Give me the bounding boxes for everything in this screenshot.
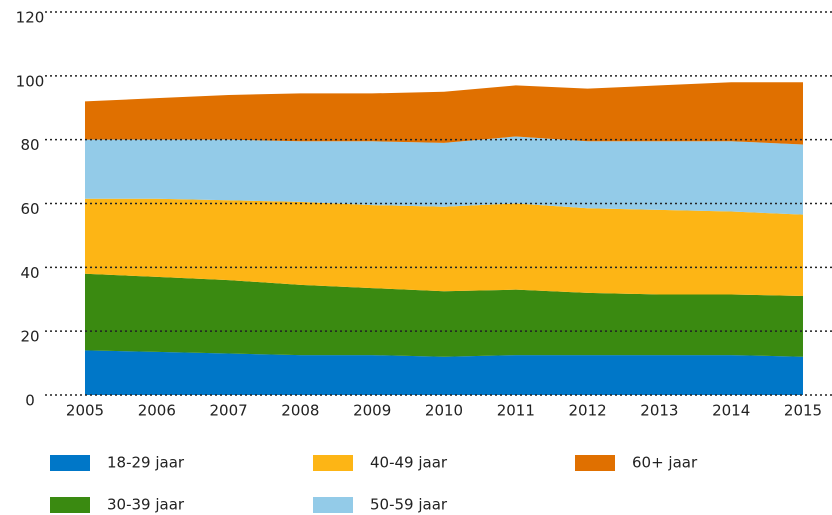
legend-swatch [313, 497, 353, 513]
y-tick-label: 60 [20, 200, 39, 218]
area [85, 136, 803, 215]
legend-label: 30-39 jaar [107, 496, 185, 514]
legend-label: 50-59 jaar [370, 496, 448, 514]
legend-swatch [50, 497, 90, 513]
y-tick-label: 40 [20, 264, 39, 282]
x-tick-label: 2015 [784, 402, 822, 420]
area [85, 273, 803, 357]
x-tick-label: 2008 [281, 402, 319, 420]
area [85, 198, 803, 297]
y-tick-label: 20 [20, 328, 39, 346]
x-tick-label: 2012 [569, 402, 607, 420]
y-tick-label: 100 [16, 72, 45, 90]
legend-label: 60+ jaar [632, 454, 698, 472]
y-tick-label: 0 [25, 392, 35, 410]
area [85, 350, 803, 395]
x-tick-label: 2011 [497, 402, 535, 420]
area [85, 82, 803, 145]
x-tick-label: 2014 [712, 402, 750, 420]
legend-swatch [50, 455, 90, 471]
legend-label: 40-49 jaar [370, 454, 448, 472]
x-tick-label: 2006 [138, 402, 176, 420]
x-tick-label: 2005 [66, 402, 104, 420]
legend-label: 18-29 jaar [107, 454, 185, 472]
x-tick-label: 2013 [640, 402, 678, 420]
legend-swatch [313, 455, 353, 471]
legend-swatch [575, 455, 615, 471]
x-tick-label: 2009 [353, 402, 391, 420]
y-tick-label: 120 [16, 9, 45, 27]
x-tick-label: 2010 [425, 402, 463, 420]
y-tick-label: 80 [20, 136, 39, 154]
x-tick-label: 2007 [210, 402, 248, 420]
